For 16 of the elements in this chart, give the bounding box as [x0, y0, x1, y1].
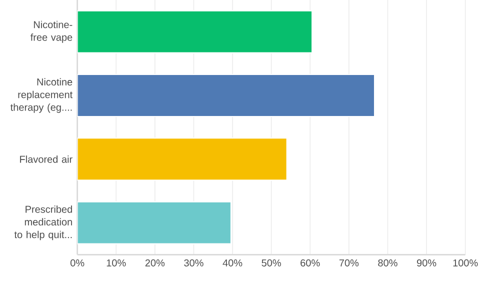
- x-tick-label: 20%: [145, 259, 165, 266]
- x-tick-label: 0%: [70, 259, 84, 266]
- x-tick-label: 40%: [222, 259, 242, 266]
- x-tick-label: 60%: [300, 259, 320, 266]
- y-tick-label: Prescribed medication to help quit...: [14, 206, 72, 240]
- x-tick-label: 80%: [378, 259, 398, 266]
- bar: [77, 201, 232, 244]
- y-tick-label: Nicotine-free vape: [30, 20, 72, 43]
- y-tick-label: Nicotine replacement therapy (eg....: [10, 78, 73, 113]
- x-tick-label: 10%: [106, 259, 126, 266]
- x-tick-label: 70%: [339, 259, 359, 266]
- x-tick-label: 50%: [262, 259, 281, 266]
- x-tick-label: 30%: [184, 259, 204, 266]
- y-tick-label: Flavored air: [20, 156, 72, 163]
- x-tick-label: 90%: [416, 259, 436, 266]
- x-tick-label: 100%: [453, 259, 478, 266]
